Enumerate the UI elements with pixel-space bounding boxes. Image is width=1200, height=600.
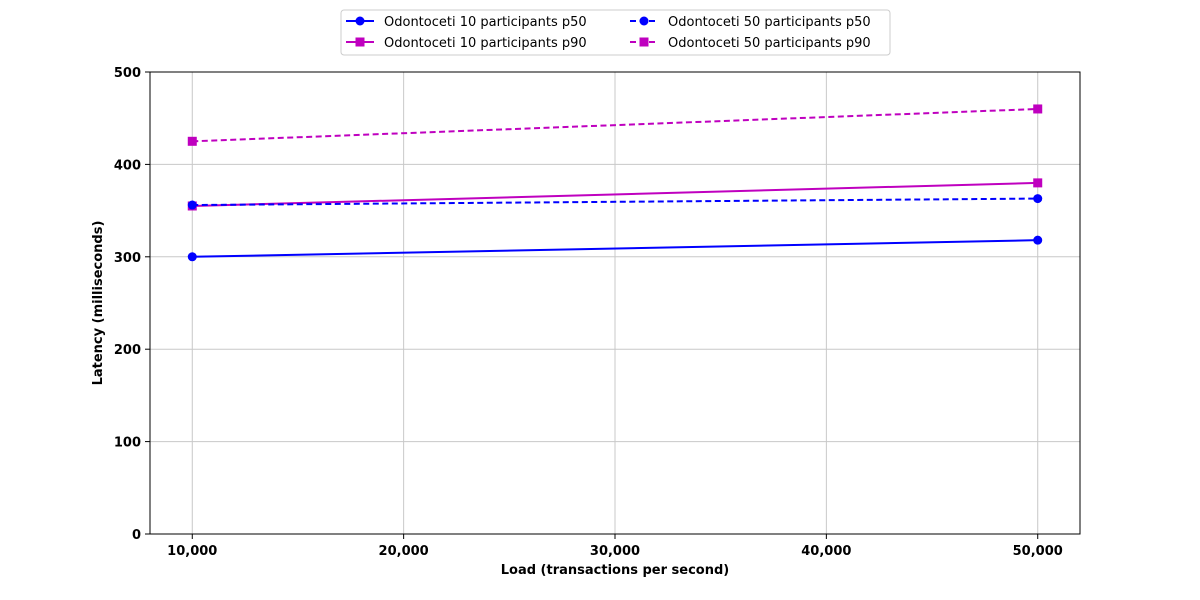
data-point xyxy=(187,252,197,262)
series-3 xyxy=(187,194,1043,210)
series-layer xyxy=(187,104,1043,262)
legend-label: Odontoceti 50 participants p50 xyxy=(668,15,871,30)
x-axis-label: Load (transactions per second) xyxy=(501,563,730,578)
y-tick-label: 0 xyxy=(132,528,141,543)
x-tick-label: 30,000 xyxy=(590,544,640,559)
x-tick-label: 20,000 xyxy=(379,544,429,559)
legend-swatch-marker xyxy=(355,37,365,47)
legend-swatch-marker xyxy=(355,16,365,26)
data-point xyxy=(1033,194,1043,204)
y-tick-label: 400 xyxy=(114,158,141,173)
legend-entry: Odontoceti 50 participants p50 xyxy=(630,15,871,30)
x-tick-label: 50,000 xyxy=(1013,544,1063,559)
legend-label: Odontoceti 50 participants p90 xyxy=(668,36,871,51)
legend-frame xyxy=(340,9,891,56)
x-tick-label: 40,000 xyxy=(801,544,851,559)
series-line xyxy=(192,239,1038,258)
series-line xyxy=(192,107,1038,143)
grid-lines xyxy=(150,71,1080,535)
x-tick-label: 10,000 xyxy=(167,544,217,559)
legend-swatch-marker xyxy=(639,16,649,26)
y-axis-label: Latency (milliseconds) xyxy=(91,221,106,386)
data-point xyxy=(1033,104,1043,114)
legend-entry: Odontoceti 10 participants p50 xyxy=(346,15,587,30)
y-tick-label: 500 xyxy=(114,66,141,81)
series-4 xyxy=(187,104,1043,146)
legend-entry: Odontoceti 50 participants p90 xyxy=(630,36,871,51)
x-axis: 10,000 20,000 30,000 40,000 50,000 xyxy=(167,534,1063,559)
series-line xyxy=(192,181,1038,207)
data-point xyxy=(187,200,197,210)
y-axis: 0 100 200 300 400 500 xyxy=(114,66,150,543)
legend-entry: Odontoceti 10 participants p90 xyxy=(346,36,587,51)
y-tick-label: 200 xyxy=(114,343,141,358)
legend-label: Odontoceti 10 participants p90 xyxy=(384,36,587,51)
y-tick-label: 100 xyxy=(114,436,141,451)
legend-label: Odontoceti 10 participants p50 xyxy=(384,15,587,30)
legend: Odontoceti 10 participants p50 Odontoceti… xyxy=(340,9,891,56)
legend-swatch-marker xyxy=(639,37,649,47)
data-point xyxy=(187,136,197,146)
series-line xyxy=(192,197,1038,207)
data-point xyxy=(1033,178,1043,188)
y-tick-label: 300 xyxy=(114,251,141,266)
series-1 xyxy=(187,235,1043,262)
data-point xyxy=(1033,235,1043,245)
